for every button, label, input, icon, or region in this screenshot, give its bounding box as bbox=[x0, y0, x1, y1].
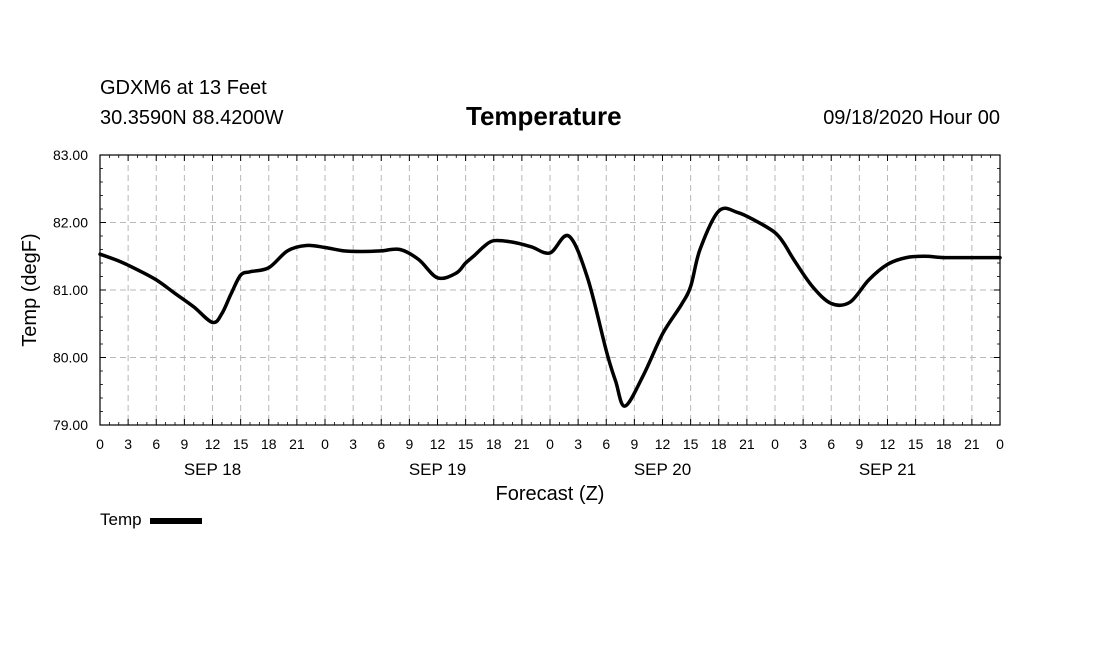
x-tick-label: 18 bbox=[486, 436, 502, 452]
y-tick-label: 81.00 bbox=[53, 282, 88, 298]
x-tick-label: 18 bbox=[261, 436, 277, 452]
x-tick-label: 0 bbox=[546, 436, 554, 452]
chart-title: Temperature bbox=[466, 101, 622, 131]
y-tick-label: 79.00 bbox=[53, 417, 88, 433]
series-line-temp bbox=[98, 206, 1002, 408]
tick-layer bbox=[99, 154, 1001, 426]
x-tick-label: 0 bbox=[321, 436, 329, 452]
legend-swatch bbox=[149, 517, 202, 524]
x-tick-label: 15 bbox=[683, 436, 699, 452]
x-tick-label: 12 bbox=[655, 436, 671, 452]
x-tick-label: 18 bbox=[936, 436, 952, 452]
y-tick-label: 82.00 bbox=[53, 215, 88, 231]
x-tick-label: 15 bbox=[233, 436, 249, 452]
x-axis-title: Forecast (Z) bbox=[496, 483, 605, 505]
x-tick-label: 3 bbox=[799, 436, 807, 452]
x-tick-label: 3 bbox=[574, 436, 582, 452]
x-tick-label: 12 bbox=[880, 436, 896, 452]
x-tick-label: 12 bbox=[205, 436, 221, 452]
x-tick-label: 9 bbox=[855, 436, 863, 452]
day-label: SEP 21 bbox=[859, 460, 916, 479]
x-tick-label: 15 bbox=[458, 436, 474, 452]
y-tick-label: 80.00 bbox=[53, 350, 88, 366]
legend-label: Temp bbox=[100, 510, 142, 529]
legend: Temp bbox=[100, 510, 202, 530]
x-tick-label: 3 bbox=[349, 436, 357, 452]
valid-time-label: 09/18/2020 Hour 00 bbox=[823, 107, 1000, 129]
station-label: GDXM6 at 13 Feet bbox=[100, 77, 267, 99]
x-tick-label: 21 bbox=[964, 436, 980, 452]
x-tick-label: 0 bbox=[771, 436, 779, 452]
y-axis-title: Temp (degF) bbox=[19, 233, 41, 346]
grid-layer bbox=[100, 155, 1000, 425]
x-tick-label: 6 bbox=[152, 436, 160, 452]
day-label: SEP 18 bbox=[184, 460, 241, 479]
x-tick-label: 12 bbox=[430, 436, 446, 452]
x-tick-label: 18 bbox=[711, 436, 727, 452]
coordinates-label: 30.3590N 88.4200W bbox=[100, 107, 284, 129]
x-tick-label: 0 bbox=[96, 436, 104, 452]
series-layer bbox=[98, 206, 1002, 408]
y-tick-label: 83.00 bbox=[53, 147, 88, 163]
x-tick-label: 15 bbox=[908, 436, 924, 452]
x-tick-label: 6 bbox=[602, 436, 610, 452]
label-layer: 0 3 6 9 12 15 18 21 0 3 6 9 12 15 18 21 0 3 6 9 12 15 18 21 0 3 6 9… bbox=[53, 147, 1004, 479]
x-tick-label: 6 bbox=[827, 436, 835, 452]
x-tick-label: 9 bbox=[630, 436, 638, 452]
x-tick-label: 21 bbox=[514, 436, 530, 452]
day-label: SEP 19 bbox=[409, 460, 466, 479]
day-label: SEP 20 bbox=[634, 460, 691, 479]
x-tick-label: 21 bbox=[739, 436, 755, 452]
x-tick-label: 0 bbox=[996, 436, 1004, 452]
x-tick-label: 6 bbox=[377, 436, 385, 452]
x-tick-label: 9 bbox=[405, 436, 413, 452]
x-tick-label: 3 bbox=[124, 436, 132, 452]
x-tick-label: 21 bbox=[289, 436, 305, 452]
x-tick-label: 9 bbox=[180, 436, 188, 452]
